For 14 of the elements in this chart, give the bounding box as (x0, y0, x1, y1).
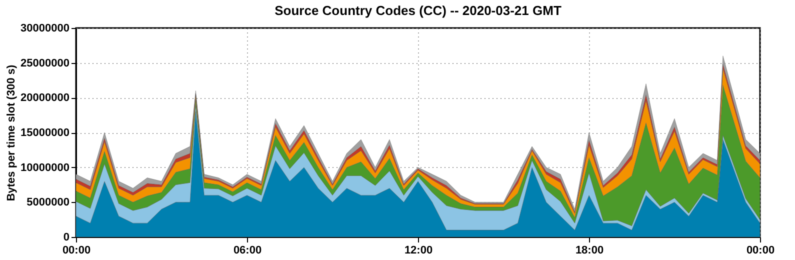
chart-title: Source Country Codes (CC) -- 2020-03-21 GMT (274, 3, 562, 18)
x-tick-label: 00:00 (746, 244, 775, 256)
y-tick-label: 0 (63, 232, 70, 244)
y-tick-label: 25000000 (20, 57, 70, 70)
y-tick-label: 20000000 (20, 92, 70, 104)
y-tick-label: 5000000 (26, 196, 70, 209)
y-tick-label: 10000000 (20, 162, 70, 174)
x-tick-label: 18:00 (575, 244, 604, 256)
y-axis-title: Bytes per time slot (300 s) (6, 64, 18, 202)
x-tick-label: 00:00 (62, 244, 91, 256)
y-tick-label: 15000000 (20, 127, 70, 139)
x-tick-label: 12:00 (404, 244, 433, 256)
x-tick-label: 06:00 (233, 244, 262, 256)
y-tick-label: 30000000 (20, 22, 70, 34)
